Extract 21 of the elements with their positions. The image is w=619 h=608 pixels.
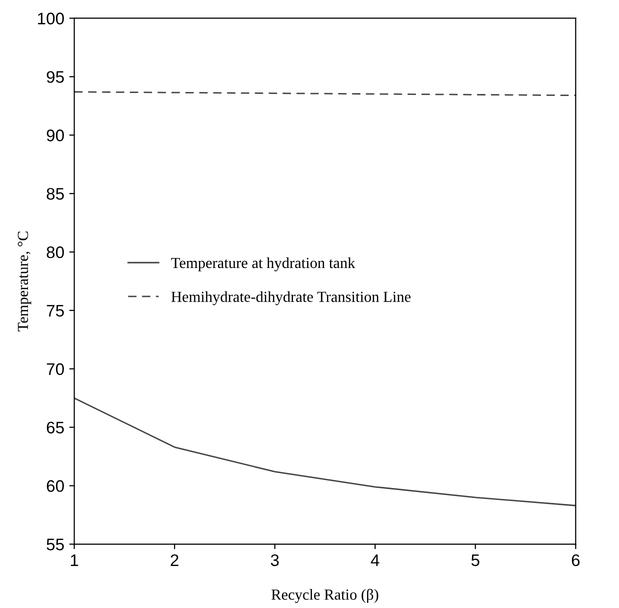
y-axis-title: Temperature, °C bbox=[18, 232, 32, 332]
y-tick-label: 75 bbox=[46, 304, 64, 317]
y-tick-label: 60 bbox=[46, 480, 64, 492]
y-tick-label: 70 bbox=[46, 363, 64, 376]
legend-label: Hemihydrate-dihydrate Transition Line bbox=[171, 291, 411, 306]
legend-label: Temperature at hydration tank bbox=[171, 257, 356, 272]
x-tick-label: 3 bbox=[270, 554, 279, 566]
y-tick-label: 55 bbox=[46, 538, 64, 550]
line-series bbox=[74, 397, 576, 506]
y-tick-label: 65 bbox=[46, 422, 64, 434]
y-tick-label: 100 bbox=[38, 12, 64, 24]
x-axis-title: Recycle Ratio (β) bbox=[271, 588, 378, 603]
x-tick-label: 1 bbox=[70, 554, 78, 566]
x-tick-label: 4 bbox=[370, 554, 380, 566]
y-tick-label: 90 bbox=[46, 130, 64, 142]
x-tick-label: 6 bbox=[572, 554, 580, 566]
y-tick-label: 80 bbox=[46, 246, 64, 258]
y-tick-label: 95 bbox=[46, 71, 64, 83]
x-tick-label: 2 bbox=[170, 554, 178, 566]
y-tick-label: 85 bbox=[46, 188, 64, 200]
x-tick-label: 5 bbox=[471, 554, 480, 566]
